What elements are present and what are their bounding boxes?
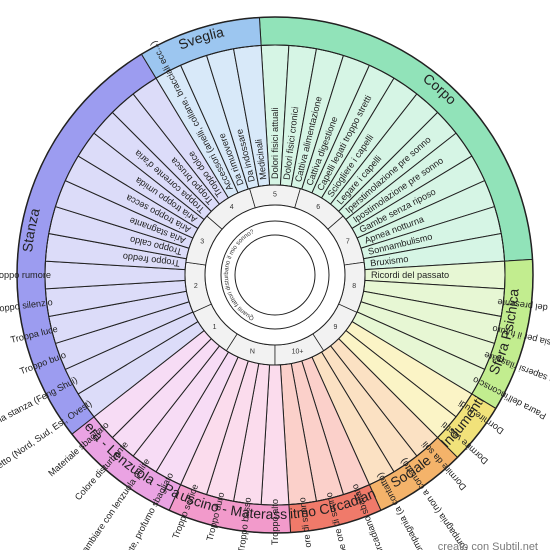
intensity-label: 2 — [194, 283, 198, 290]
item-label: Dolori fisici attuali — [270, 108, 280, 179]
intensity-label: 1 — [213, 324, 217, 331]
intensity-label: 6 — [316, 204, 320, 211]
intensity-label: 10+ — [292, 348, 304, 355]
credit-text: creato con Subtil.net — [438, 541, 538, 553]
intensity-label: 5 — [273, 192, 277, 199]
intensity-label: 4 — [230, 204, 234, 211]
item-label: Ricordi del passato — [371, 270, 449, 280]
core-inner — [235, 235, 315, 315]
sleep-factors-wheel: CorpoSfera PsichicaIndumentiSocialeRitmo… — [0, 0, 550, 550]
item-label: Troppo alto — [270, 499, 280, 545]
intensity-label: 7 — [346, 238, 350, 245]
intensity-label: 9 — [334, 324, 338, 331]
intensity-label: 8 — [352, 283, 356, 290]
intensity-label: 3 — [200, 238, 204, 245]
intensity-label: N — [250, 348, 255, 355]
item-label: Troppo rumore — [0, 270, 51, 280]
